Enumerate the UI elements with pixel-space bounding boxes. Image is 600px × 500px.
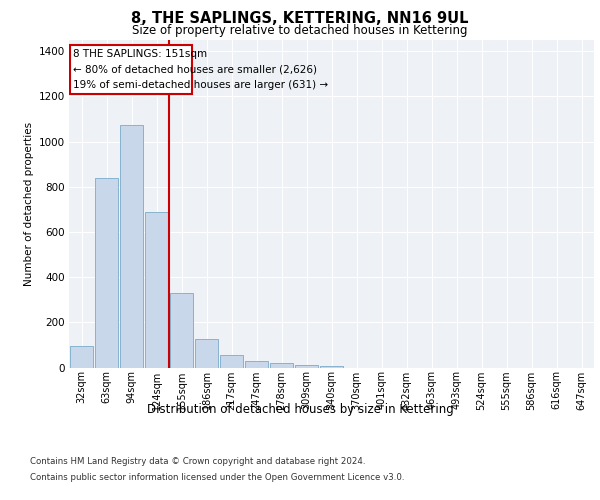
Text: Contains HM Land Registry data © Crown copyright and database right 2024.: Contains HM Land Registry data © Crown c… [30, 458, 365, 466]
Bar [194, 340, 218, 367]
Bar [269, 363, 293, 368]
Bar [295, 365, 319, 368]
Text: Contains public sector information licensed under the Open Government Licence v3: Contains public sector information licen… [30, 472, 404, 482]
Bar [245, 361, 268, 368]
Bar [145, 212, 169, 368]
Bar [320, 366, 343, 368]
Bar [220, 355, 244, 368]
Y-axis label: Number of detached properties: Number of detached properties [25, 122, 34, 286]
Text: Distribution of detached houses by size in Kettering: Distribution of detached houses by size … [146, 402, 454, 415]
Bar [119, 124, 143, 368]
Bar [95, 178, 118, 368]
Text: Size of property relative to detached houses in Kettering: Size of property relative to detached ho… [132, 24, 468, 37]
Bar [170, 293, 193, 368]
Text: 8, THE SAPLINGS, KETTERING, NN16 9UL: 8, THE SAPLINGS, KETTERING, NN16 9UL [131, 11, 469, 26]
Text: 8 THE SAPLINGS: 151sqm
← 80% of detached houses are smaller (2,626)
19% of semi-: 8 THE SAPLINGS: 151sqm ← 80% of detached… [73, 49, 328, 90]
Bar [70, 346, 94, 368]
FancyBboxPatch shape [70, 44, 191, 94]
